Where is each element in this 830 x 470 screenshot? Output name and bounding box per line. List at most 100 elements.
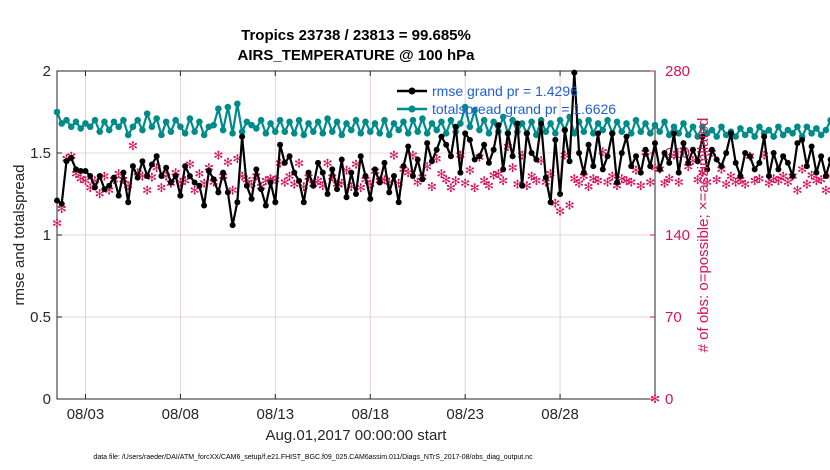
spread-point-133 [684, 131, 692, 139]
obs-point-16: ✻ [128, 139, 138, 153]
rmse-point-62 [348, 169, 355, 176]
rmse-point-31 [201, 202, 208, 209]
spread-point-94 [499, 113, 507, 121]
spread-point-134 [689, 123, 697, 131]
rmse-point-60 [338, 156, 345, 163]
rmse-point-52 [300, 199, 307, 206]
spread-point-70 [385, 131, 393, 139]
rmse-point-68 [376, 179, 383, 186]
spread-point-48 [281, 128, 289, 135]
rmse-point-125 [647, 163, 654, 170]
obs-point-86: ✻ [460, 176, 470, 190]
rmse-point-85 [457, 169, 464, 176]
spread-point-13 [115, 123, 122, 131]
obs-point-148: ✻ [754, 172, 764, 186]
spread-point-81 [438, 118, 445, 126]
obs-point-58: ✻ [327, 171, 337, 185]
rmse-point-155 [789, 172, 796, 179]
rmse-point-65 [362, 172, 369, 179]
obs-point-159: ✻ [807, 168, 817, 182]
spread-point-79 [428, 120, 436, 127]
spread-point-26 [177, 123, 184, 131]
spread-point-61 [343, 120, 350, 127]
rmse-point-108 [566, 158, 573, 165]
obs-point-108: ✻ [565, 199, 575, 213]
y-tick-label-left-1: 0.5 [30, 309, 51, 326]
series-layer: ✻✻✻✻✻✻✻✻✻✻✻✻✻✻✻✻✻✻✻✻✻ ✻✻✻✻✻✻✻ ✻✻✻✻✻✻✻✻✻✻ ✻✻… [52, 69, 830, 406]
rmse-point-69 [381, 159, 388, 166]
rmse-point-81 [438, 133, 445, 140]
rmse-point-150 [765, 172, 772, 179]
obs-point-134: ✻ [688, 154, 698, 168]
obs-point-151: ✻ [769, 172, 779, 186]
spread-point-4 [72, 118, 80, 126]
axis-ticks: 08/03 08/08 08/13 08/18 08/23 08/28 0 0.5 1 1.5 2 0… [30, 63, 690, 423]
spread-point-68 [376, 130, 384, 137]
spread-point-34 [215, 105, 222, 113]
spread-point-6 [82, 120, 89, 127]
y-tick-label-right-4: 280 [665, 63, 690, 80]
spread-point-74 [404, 130, 412, 137]
obs-point-11: ✻ [104, 183, 114, 197]
rmse-point-126 [652, 140, 658, 147]
obs-point-85: ✻ [455, 148, 465, 162]
rmse-point-46 [272, 199, 279, 206]
rmse-point-102 [538, 120, 545, 127]
rmse-point-119 [618, 150, 625, 156]
obs-point-29: ✻ [190, 183, 200, 197]
obs-point-118: ✻ [612, 179, 622, 193]
obs-point-136: ✻ [697, 166, 707, 180]
spread-point-47 [276, 116, 284, 124]
spread-point-9 [96, 128, 104, 135]
spread-point-10 [101, 118, 108, 126]
spread-point-69 [381, 116, 388, 124]
rmse-point-106 [557, 191, 564, 197]
spread-point-147 [751, 133, 758, 140]
rmse-point-11 [106, 182, 113, 189]
rmse-point-90 [481, 141, 488, 148]
obs-point-70: ✻ [384, 175, 394, 189]
obs-point-49: ✻ [285, 169, 295, 183]
rmse-point-78 [424, 140, 431, 147]
spread-point-44 [262, 130, 270, 137]
obs-point-139: ✻ [712, 173, 722, 187]
spread-point-123 [637, 128, 645, 135]
rmse-point-127 [656, 166, 663, 173]
spread-point-145 [741, 131, 749, 139]
spread-point-43 [257, 116, 265, 124]
spread-point-33 [210, 121, 217, 129]
rmse-point-129 [666, 159, 673, 166]
obs-point-112: ✻ [584, 180, 594, 194]
obs-point-140: ✻ [716, 162, 726, 176]
obs-point-50: ✻ [289, 178, 299, 192]
spread-point-17 [134, 116, 141, 124]
rmse-point-77 [419, 176, 426, 183]
y-tick-label-right-2: 140 [665, 227, 690, 244]
rmse-point-82 [443, 141, 450, 148]
obs-point-20: ✻ [147, 171, 157, 185]
rmse-point-142 [727, 130, 734, 137]
obs-point-147: ✻ [750, 174, 760, 188]
obs-point-162: ✻ [821, 183, 830, 197]
spread-point-120 [623, 120, 630, 127]
spread-point-85 [457, 120, 464, 127]
rmse-point-88 [471, 156, 478, 163]
rmse-point-84 [452, 123, 459, 130]
spread-point-36 [224, 103, 232, 111]
obs-point-52: ✻ [299, 180, 309, 194]
rmse-point-163 [827, 156, 830, 163]
spread-point-40 [243, 118, 251, 126]
obs-point-71: ✻ [389, 148, 399, 162]
obs-point-145: ✻ [740, 178, 750, 192]
spread-point-98 [518, 120, 526, 127]
obs-point-101: ✻ [531, 174, 541, 188]
spread-point-62 [347, 126, 355, 134]
rmse-point-64 [357, 153, 364, 160]
rmse-point-49 [286, 153, 293, 160]
spread-point-42 [253, 125, 260, 132]
spread-point-119 [618, 128, 626, 135]
rmse-point-136 [699, 133, 706, 140]
spread-point-23 [162, 118, 170, 126]
obs-point-69: ✻ [379, 173, 389, 187]
obs-point-66: ✻ [365, 178, 375, 192]
